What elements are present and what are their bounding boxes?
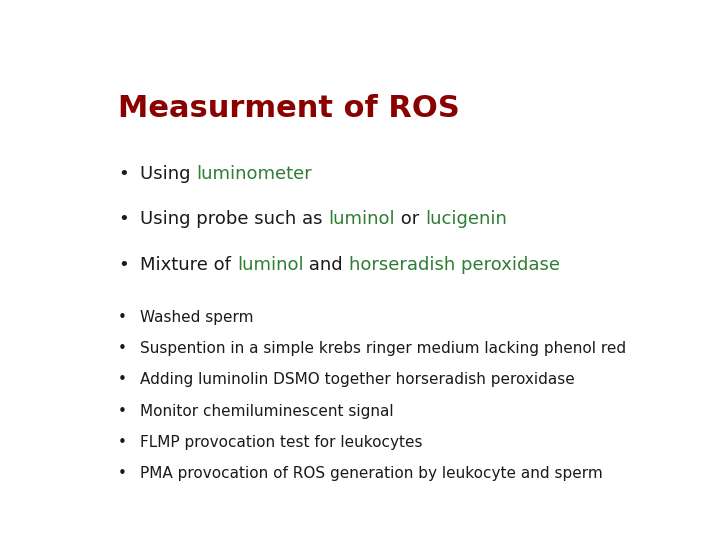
Text: Using probe such as: Using probe such as: [140, 210, 328, 228]
Text: Adding luminolin DSMO together horseradish peroxidase: Adding luminolin DSMO together horseradi…: [140, 373, 575, 388]
Text: PMA provocation of ROS generation by leukocyte and sperm: PMA provocation of ROS generation by leu…: [140, 466, 603, 481]
Text: •: •: [118, 165, 129, 183]
Text: •: •: [118, 310, 127, 325]
Text: •: •: [118, 373, 127, 388]
Text: horseradish peroxidase: horseradish peroxidase: [349, 256, 560, 274]
Text: luminol: luminol: [328, 210, 395, 228]
Text: •: •: [118, 466, 127, 481]
Text: luminometer: luminometer: [197, 165, 312, 183]
Text: and: and: [303, 256, 349, 274]
Text: Mixture of: Mixture of: [140, 256, 237, 274]
Text: Monitor chemiluminescent signal: Monitor chemiluminescent signal: [140, 404, 394, 418]
Text: Using: Using: [140, 165, 197, 183]
Text: •: •: [118, 256, 129, 274]
Text: Measurment of ROS: Measurment of ROS: [118, 94, 459, 123]
Text: •: •: [118, 341, 127, 356]
Text: •: •: [118, 435, 127, 450]
Text: •: •: [118, 210, 129, 228]
Text: or: or: [395, 210, 425, 228]
Text: Washed sperm: Washed sperm: [140, 310, 253, 325]
Text: luminol: luminol: [237, 256, 303, 274]
Text: lucigenin: lucigenin: [425, 210, 507, 228]
Text: FLMP provocation test for leukocytes: FLMP provocation test for leukocytes: [140, 435, 423, 450]
Text: Suspention in a simple krebs ringer medium lacking phenol red: Suspention in a simple krebs ringer medi…: [140, 341, 626, 356]
Text: •: •: [118, 404, 127, 418]
